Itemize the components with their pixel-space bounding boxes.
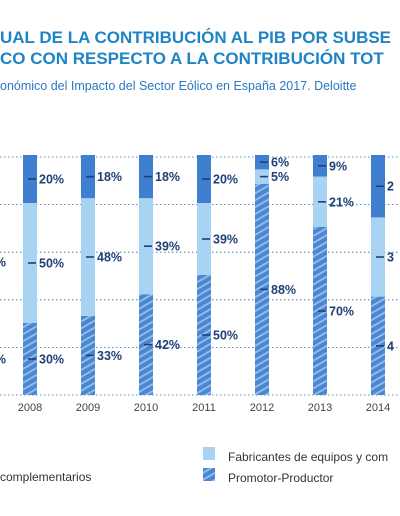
- data-label: 88%: [271, 283, 296, 297]
- legend-label-complementarios: complementarios: [0, 470, 92, 484]
- data-label: 4: [387, 339, 394, 353]
- data-label: 50%: [39, 257, 64, 271]
- data-label: 48%: [97, 251, 122, 265]
- chart-source: onómico del Impacto del Sector Eólico en…: [0, 79, 357, 93]
- legend-label-promotor: Promotor-Productor: [228, 471, 334, 485]
- x-tick-label: 2009: [76, 402, 100, 414]
- x-tick-label: 2012: [250, 402, 274, 414]
- data-label: 3: [387, 251, 394, 265]
- data-label: 6%: [271, 156, 289, 170]
- x-tick-label: 2011: [192, 402, 216, 414]
- x-tick-label: 2008: [18, 402, 42, 414]
- data-label: 21%: [329, 195, 354, 209]
- data-label: 5%: [271, 170, 289, 184]
- data-label: 20%: [213, 173, 238, 187]
- data-label: 20%: [39, 173, 64, 187]
- data-label: 18%: [155, 170, 180, 184]
- data-label: 39%: [213, 233, 238, 247]
- data-label: 2: [387, 180, 394, 194]
- data-label: 9%: [329, 159, 347, 173]
- x-tick-label: 2014: [366, 402, 390, 414]
- chart-title-line-1: UAL DE LA CONTRIBUCIÓN AL PIB POR SUBSE: [0, 28, 392, 47]
- x-tick-label: 2013: [308, 402, 332, 414]
- chart-title: UAL DE LA CONTRIBUCIÓN AL PIB POR SUBSE …: [0, 27, 400, 69]
- data-label: 50%: [213, 329, 238, 343]
- data-label: 30%: [39, 353, 64, 367]
- data-label: 70%: [329, 305, 354, 319]
- data-label: 33%: [97, 349, 122, 363]
- x-tick-label: 2010: [134, 402, 158, 414]
- legend-label-fabricantes: Fabricantes de equipos y com: [228, 450, 389, 464]
- chart-title-line-2: CO CON RESPECTO A LA CONTRIBUCIÓN TOT: [0, 49, 384, 68]
- data-label: 18%: [97, 170, 122, 184]
- data-label: 20%: [0, 353, 6, 367]
- data-label: 39%: [155, 240, 180, 254]
- legend-swatch-fabricantes: [203, 447, 215, 460]
- data-label: 42%: [155, 338, 180, 352]
- data-label: 52%: [0, 255, 6, 269]
- legend-swatch-promotor: [203, 468, 215, 481]
